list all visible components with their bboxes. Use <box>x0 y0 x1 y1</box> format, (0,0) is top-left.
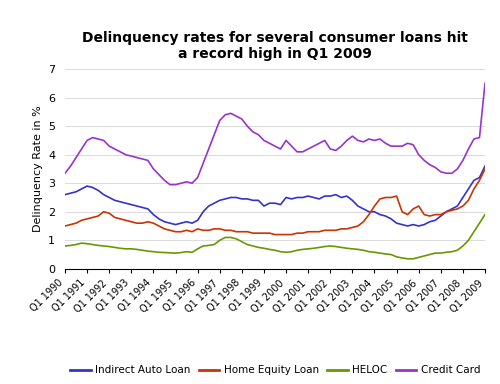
Credit Card <box>239 117 245 121</box>
Home Equity Loan <box>244 229 250 234</box>
Home Equity Loan <box>300 231 306 235</box>
HELOC <box>404 257 410 261</box>
Indirect Auto Loan <box>206 204 212 209</box>
Indirect Auto Loan <box>62 192 68 197</box>
HELOC <box>206 243 212 248</box>
Credit Card <box>206 147 212 151</box>
Home Equity Loan <box>200 228 206 233</box>
Home Equity Loan <box>272 232 278 237</box>
Line: Credit Card: Credit Card <box>65 83 485 185</box>
Credit Card <box>250 129 256 134</box>
Line: HELOC: HELOC <box>65 215 485 259</box>
Indirect Auto Loan <box>244 197 250 201</box>
Title: Delinquency rates for several consumer loans hit
a record high in Q1 2009: Delinquency rates for several consumer l… <box>82 31 468 61</box>
HELOC <box>234 237 239 241</box>
Credit Card <box>300 149 306 154</box>
HELOC <box>200 244 206 248</box>
Legend: Indirect Auto Loan, Home Equity Loan, HELOC, Credit Card: Indirect Auto Loan, Home Equity Loan, HE… <box>66 361 484 379</box>
Line: Indirect Auto Loan: Indirect Auto Loan <box>65 166 485 226</box>
Home Equity Loan <box>482 167 488 171</box>
Y-axis label: Delinquency Rate in %: Delinquency Rate in % <box>32 106 42 232</box>
Indirect Auto Loan <box>145 207 151 211</box>
Credit Card <box>62 171 68 175</box>
Credit Card <box>482 81 488 86</box>
HELOC <box>62 244 68 248</box>
Home Equity Loan <box>206 228 212 233</box>
HELOC <box>294 248 300 253</box>
Indirect Auto Loan <box>234 195 239 200</box>
Home Equity Loan <box>62 224 68 228</box>
Home Equity Loan <box>234 229 239 234</box>
Line: Home Equity Loan: Home Equity Loan <box>65 169 485 235</box>
Credit Card <box>167 182 173 187</box>
HELOC <box>145 249 151 253</box>
Indirect Auto Loan <box>482 164 488 169</box>
Indirect Auto Loan <box>404 224 410 228</box>
Home Equity Loan <box>145 219 151 224</box>
HELOC <box>482 212 488 217</box>
Indirect Auto Loan <box>294 195 300 200</box>
Credit Card <box>145 158 151 163</box>
Indirect Auto Loan <box>200 209 206 214</box>
HELOC <box>244 242 250 247</box>
Credit Card <box>211 132 217 137</box>
